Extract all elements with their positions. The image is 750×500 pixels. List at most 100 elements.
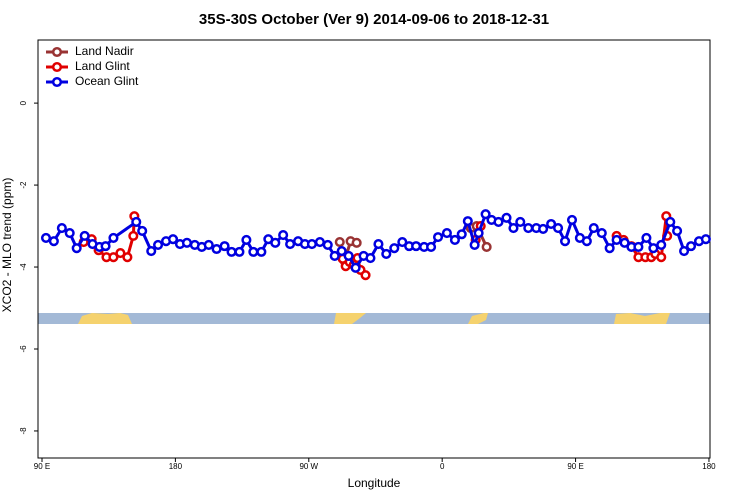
land-shape	[468, 313, 488, 324]
point	[481, 241, 492, 253]
point	[360, 270, 371, 281]
point	[365, 252, 376, 264]
y-axis-label: XCO2 - MLO trend (ppm)	[0, 178, 14, 313]
point	[665, 216, 676, 228]
point	[588, 223, 599, 234]
point	[336, 245, 347, 257]
point	[64, 227, 75, 239]
point	[501, 212, 512, 223]
point	[508, 223, 519, 234]
x-axis-label: Longitude	[348, 476, 401, 490]
point	[350, 262, 361, 273]
point	[611, 234, 622, 246]
point	[596, 227, 607, 239]
point	[226, 246, 237, 257]
point	[219, 241, 230, 252]
y-tick-label: -6	[19, 345, 28, 353]
x-tick-label: 180	[169, 462, 183, 471]
chart-title: 35S-30S October (Ver 9) 2014-09-06 to 20…	[199, 11, 549, 28]
ocean-strip	[38, 313, 710, 324]
point	[441, 227, 452, 239]
legend-label: Land Nadir	[75, 44, 134, 58]
point	[411, 241, 422, 252]
point	[48, 236, 59, 247]
point	[619, 237, 630, 248]
land-shape	[614, 313, 670, 324]
legend-label: Ocean Glint	[75, 74, 139, 88]
point	[700, 234, 711, 245]
point	[56, 223, 67, 234]
point	[462, 216, 473, 227]
legend-marker	[51, 61, 63, 73]
point	[553, 223, 564, 234]
point	[679, 245, 690, 257]
point	[381, 248, 392, 259]
point	[256, 246, 267, 257]
point	[469, 239, 480, 250]
y-tick-label: -8	[19, 427, 28, 435]
point	[329, 250, 340, 262]
point	[108, 252, 119, 263]
y-tick-label: -2	[19, 181, 28, 189]
plot-frame	[37, 39, 711, 459]
point	[248, 246, 259, 257]
point	[153, 239, 164, 250]
point	[480, 209, 491, 220]
point	[389, 243, 400, 254]
x-tick-label: 90 W	[299, 462, 318, 471]
point	[108, 232, 119, 243]
land-ocean-strip	[38, 313, 710, 324]
point	[351, 237, 362, 248]
point	[559, 236, 571, 247]
point	[581, 236, 592, 247]
point	[115, 248, 126, 259]
point	[122, 252, 133, 263]
point	[278, 230, 289, 241]
point	[71, 243, 82, 254]
x-tick-label: 90 E	[567, 462, 583, 471]
y-tick-label: -4	[19, 263, 28, 271]
point	[79, 230, 90, 241]
point	[493, 216, 504, 228]
point	[40, 232, 52, 243]
point	[426, 241, 437, 253]
x-tick-label: 0	[440, 462, 445, 471]
land-shape	[78, 313, 132, 324]
point	[181, 237, 193, 248]
point	[648, 243, 659, 254]
point	[566, 214, 578, 225]
point	[641, 232, 652, 243]
point	[234, 246, 245, 257]
point	[211, 243, 222, 255]
point	[322, 239, 333, 250]
point	[685, 241, 697, 252]
point	[456, 229, 467, 240]
point	[167, 234, 179, 245]
point	[538, 223, 549, 234]
point	[656, 239, 667, 250]
point	[672, 225, 683, 237]
point	[473, 227, 484, 239]
point	[128, 230, 139, 241]
point	[373, 239, 384, 250]
x-tick-label: 90 E	[34, 462, 50, 471]
point	[397, 236, 408, 248]
legend-marker	[51, 76, 63, 88]
point	[100, 241, 111, 252]
point	[604, 243, 615, 254]
point	[515, 216, 526, 228]
point	[137, 225, 148, 237]
point	[334, 236, 345, 248]
point	[523, 223, 534, 234]
point	[306, 239, 317, 250]
y-tick-label: 0	[19, 100, 28, 105]
point	[656, 252, 667, 263]
point	[203, 239, 214, 250]
point	[270, 237, 281, 248]
point	[131, 216, 142, 228]
point	[241, 234, 252, 246]
point	[432, 232, 444, 243]
point	[343, 250, 354, 262]
x-tick-label: 180	[702, 462, 716, 471]
point	[285, 239, 296, 250]
